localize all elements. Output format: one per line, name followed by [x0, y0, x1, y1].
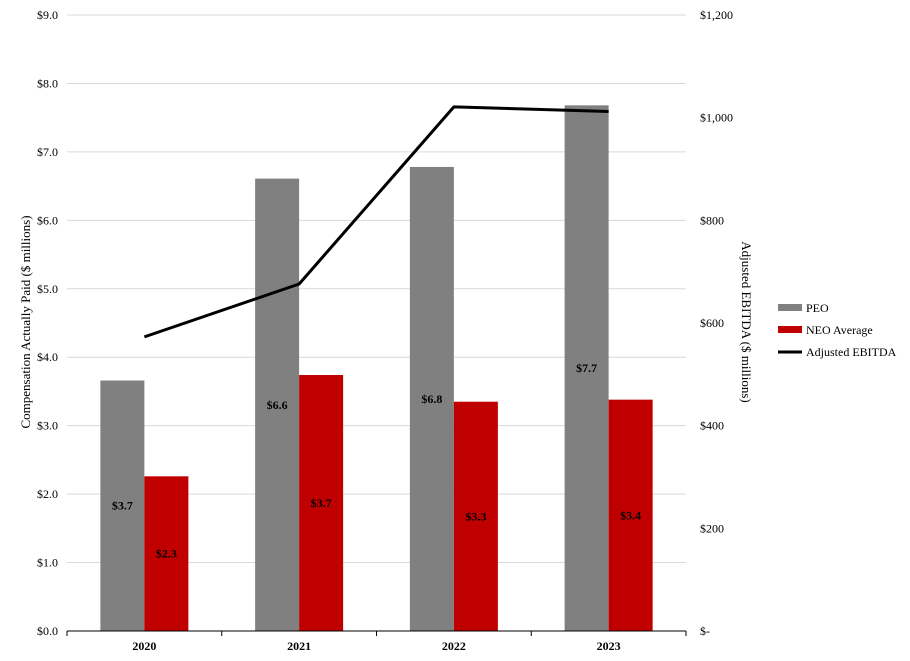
- x-tick-label: 2021: [287, 639, 311, 653]
- x-tick-label: 2022: [442, 639, 466, 653]
- y-tick-label: $4.0: [37, 350, 58, 364]
- data-label-peo: $3.7: [112, 499, 133, 513]
- y2-tick-label: $-: [700, 624, 710, 638]
- bar-neo: [144, 476, 189, 631]
- data-label-neo: $3.7: [311, 496, 332, 510]
- x-tick-label: 2023: [597, 639, 621, 653]
- y-tick-label: $3.0: [37, 419, 58, 433]
- data-labels: $3.7 $2.3 $6.6 $3.7 $6.8 $3.3 $7.7 $3.4: [112, 361, 641, 560]
- ebitda-line: [143, 105, 609, 339]
- bar-peo: [564, 105, 609, 631]
- bar-neo: [608, 399, 653, 631]
- data-label-neo: $3.4: [620, 508, 641, 522]
- data-label-neo: $3.3: [465, 509, 486, 523]
- y-tick-label: $7.0: [37, 145, 58, 159]
- bar-peo: [100, 380, 145, 631]
- bar-peo: [255, 178, 300, 632]
- y-tick-label: $6.0: [37, 213, 58, 227]
- legend-swatch-neo: [778, 326, 802, 333]
- y-tick-label: $1.0: [37, 556, 58, 570]
- y-tick-label: $9.0: [37, 8, 58, 22]
- y2-tick-label: $1,000: [700, 111, 733, 125]
- data-label-peo: $6.8: [421, 392, 442, 406]
- data-label-peo: $7.7: [576, 361, 597, 375]
- y-tick-label: $0.0: [37, 624, 58, 638]
- ebitda-line-group: [143, 105, 609, 339]
- y-axis-title: Compensation Actually Paid ($ millions): [18, 215, 33, 428]
- y2-tick-label: $800: [700, 213, 724, 227]
- y2-tick-label: $200: [700, 521, 724, 535]
- legend: PEO NEO Average Adjusted EBITDA: [778, 301, 897, 359]
- y2-axis-title: Adjusted EBITDA ($ millions): [739, 241, 754, 402]
- legend-swatch-peo: [778, 304, 802, 311]
- axes: $0.0 $1.0 $2.0 $3.0 $4.0 $5.0 $6.0 $7.0 $8.0 $9.0…: [37, 8, 733, 653]
- y-tick-label: $5.0: [37, 282, 58, 296]
- y-tick-label: $2.0: [37, 487, 58, 501]
- bar-peo: [409, 166, 454, 632]
- x-tick-label: 2020: [132, 639, 156, 653]
- bars: [100, 105, 653, 632]
- y-tick-label: $8.0: [37, 76, 58, 90]
- data-label-peo: $6.6: [267, 398, 288, 412]
- y2-tick-label: $600: [700, 316, 724, 330]
- bar-neo: [453, 401, 498, 631]
- data-label-neo: $2.3: [156, 547, 177, 561]
- legend-label-peo: PEO: [806, 301, 829, 315]
- bar-neo: [299, 375, 344, 631]
- y2-tick-label: $1,200: [700, 8, 733, 22]
- legend-label-ebitda: Adjusted EBITDA: [806, 345, 897, 359]
- legend-label-neo: NEO Average: [806, 323, 873, 337]
- y2-tick-label: $400: [700, 419, 724, 433]
